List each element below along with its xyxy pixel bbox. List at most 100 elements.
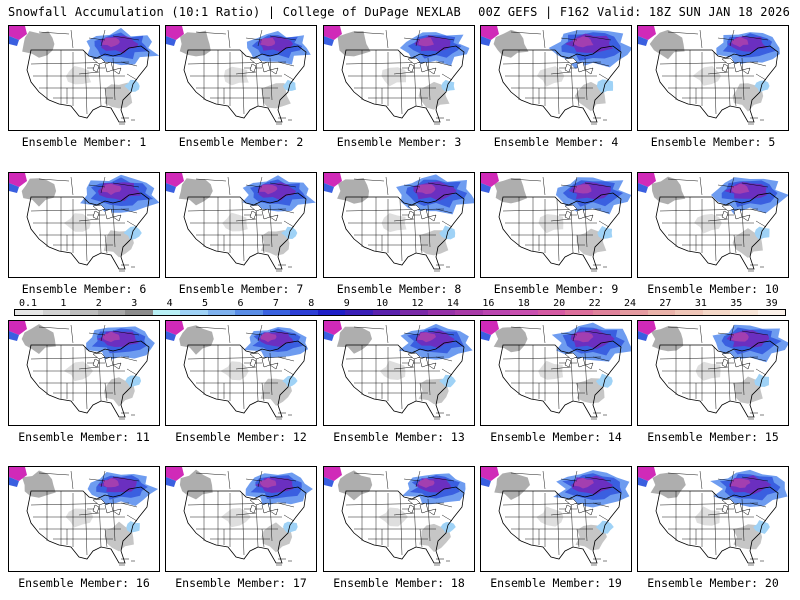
- ensemble-map-frame: [637, 25, 789, 131]
- ensemble-map-frame: [480, 172, 632, 278]
- usa-outline: [498, 486, 622, 564]
- ensemble-panel: Ensemble Member: 14: [480, 320, 632, 452]
- state-border: [98, 202, 102, 254]
- snow-swath-max: [731, 36, 749, 48]
- snow-swath-max: [259, 184, 278, 195]
- light-snow-east: [419, 523, 451, 552]
- snow-northwest-max: [324, 173, 342, 187]
- state-border: [419, 528, 423, 548]
- ensemble-map-frame: [480, 466, 632, 572]
- state-border: [598, 368, 610, 376]
- state-border: [419, 382, 423, 402]
- state-border: [84, 492, 88, 556]
- province-border: [88, 184, 106, 188]
- snow-northwest: [324, 331, 334, 341]
- colorbar-tick-label: 10: [376, 298, 389, 309]
- ensemble-member-label: Ensemble Member: 4: [493, 135, 619, 149]
- snowfall-map: [9, 173, 159, 272]
- state-border: [413, 202, 417, 254]
- colorbar-swatch: [262, 310, 290, 315]
- colorbar-tick-label: 12: [411, 298, 424, 309]
- colorbar-swatch: [97, 310, 125, 315]
- state-border: [749, 502, 767, 508]
- snowfall-map: [166, 467, 313, 566]
- snow-northwest: [166, 183, 176, 193]
- ensemble-map-frame: [165, 320, 317, 426]
- caribbean-islands: [119, 117, 135, 125]
- model-run-info: 00Z GEFS | F162 Valid: 18Z SUN JAN 18 20…: [478, 5, 790, 19]
- ensemble-map-frame: [480, 320, 632, 426]
- state-border: [727, 55, 731, 107]
- light-snow-east: [418, 230, 449, 256]
- usa-outline: [183, 45, 307, 123]
- state-border: [755, 220, 767, 228]
- state-border: [707, 71, 729, 75]
- colorbar-swatch: [15, 310, 43, 315]
- state-border: [235, 512, 257, 516]
- province-border: [195, 472, 227, 476]
- state-border: [592, 61, 610, 67]
- light-snow-west: [651, 176, 686, 205]
- province-border: [560, 37, 578, 41]
- usa-outline: [341, 45, 465, 123]
- ensemble-map-frame: [323, 25, 475, 131]
- province-border: [70, 29, 74, 49]
- province-border: [385, 29, 389, 49]
- snow-east-coast: [283, 521, 298, 534]
- light-snow-east: [574, 81, 606, 112]
- province-border: [699, 29, 703, 49]
- light-snow-central: [538, 360, 564, 380]
- colorbar-swatch: [125, 310, 153, 315]
- province-border: [227, 176, 231, 196]
- state-border: [345, 208, 445, 212]
- province-border: [560, 478, 578, 482]
- caribbean-islands: [591, 264, 607, 272]
- ensemble-map-frame: [165, 466, 317, 572]
- province-border: [584, 330, 612, 336]
- state-border: [187, 502, 287, 506]
- province-border: [427, 182, 455, 188]
- province-border: [717, 332, 735, 336]
- state-border: [441, 514, 453, 522]
- state-border: [570, 350, 574, 402]
- state-border: [598, 73, 610, 81]
- snow-east-coast: [439, 225, 456, 240]
- ensemble-panel: Ensemble Member: 4: [480, 25, 632, 157]
- colorbar-tick-label: 14: [446, 298, 459, 309]
- province-border: [257, 176, 263, 194]
- state-border: [733, 234, 737, 254]
- great-lakes: [92, 352, 122, 370]
- light-snow-central: [220, 361, 249, 381]
- state-border: [78, 218, 100, 222]
- ensemble-map-frame: [323, 466, 475, 572]
- state-border: [393, 71, 415, 75]
- colorbar-tick-label: 7: [272, 298, 279, 309]
- ensemble-panel: Ensemble Member: 8: [323, 172, 475, 304]
- snow-northwest-max: [481, 321, 499, 335]
- province-border: [100, 176, 106, 194]
- state-border: [399, 346, 403, 410]
- colorbar-swatches: [14, 309, 786, 316]
- province-border: [257, 470, 263, 488]
- ensemble-member-label: Ensemble Member: 2: [178, 135, 304, 149]
- province-border: [112, 476, 140, 482]
- state-border: [419, 87, 423, 107]
- state-border: [550, 218, 572, 222]
- ensemble-panel: Ensemble Member: 2: [165, 25, 317, 157]
- state-border: [269, 498, 273, 542]
- state-border: [104, 382, 108, 402]
- snow-northwest: [166, 477, 176, 487]
- state-border: [733, 87, 737, 107]
- state-border: [187, 208, 287, 212]
- province-border: [100, 470, 106, 488]
- state-border: [741, 57, 745, 101]
- usa-outline: [183, 486, 307, 564]
- great-lakes: [407, 57, 437, 75]
- ensemble-panel: Ensemble Member: 20: [637, 466, 789, 598]
- header: Snowfall Accumulation (10:1 Ratio) | Col…: [0, 0, 800, 24]
- state-border: [104, 87, 108, 107]
- snow-swath-max: [730, 183, 750, 194]
- light-snow-west: [21, 324, 56, 354]
- colorbar-tick-label: 35: [730, 298, 743, 309]
- caribbean-islands: [276, 558, 292, 566]
